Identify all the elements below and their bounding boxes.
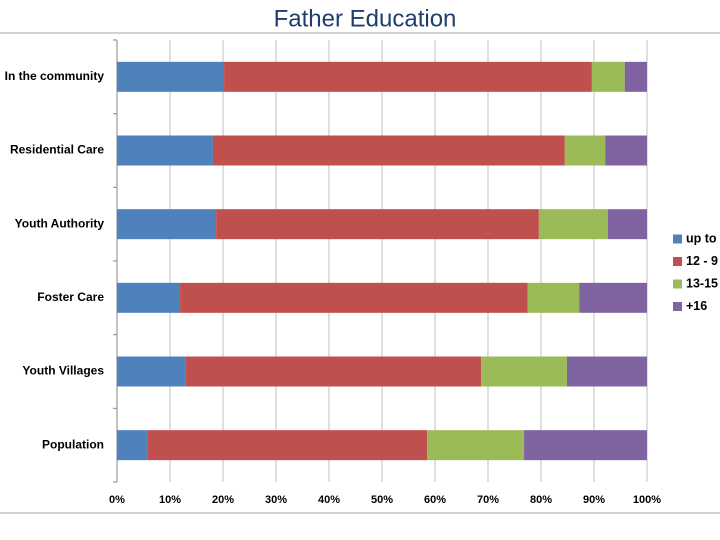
bar-segment [624, 61, 647, 92]
x-tick-label: 10% [159, 494, 181, 506]
y-tick-label: Youth Villages [22, 364, 104, 378]
chart-title: Father Education [274, 5, 457, 32]
bar-segment [117, 356, 186, 387]
bar-segment [117, 209, 217, 240]
y-tick-label: Residential Care [10, 143, 104, 157]
bar-segment [117, 430, 148, 461]
x-tick-label: 30% [265, 494, 287, 506]
bar-segment [117, 61, 225, 92]
y-tick-label: In the community [5, 69, 105, 83]
x-tick-label: 40% [318, 494, 340, 506]
bar-segment [564, 135, 606, 166]
bar-segment [212, 135, 565, 166]
legend-label: +16 [686, 299, 707, 313]
bar-segment [216, 209, 539, 240]
legend-label: up to [686, 231, 717, 245]
x-tick-label: 50% [371, 494, 393, 506]
y-tick-label: Youth Authority [15, 216, 105, 230]
bar-segment [224, 61, 592, 92]
bar-segment [591, 61, 625, 92]
x-tick-label: 80% [530, 494, 552, 506]
bar-segment [185, 356, 482, 387]
legend-label: 12 - 9 [686, 254, 718, 268]
bar-segment [427, 430, 525, 461]
legend-swatch [673, 257, 682, 266]
bar-segment [527, 282, 580, 313]
legend-swatch [673, 302, 682, 311]
bar-segment [117, 135, 213, 166]
bar-segment [607, 209, 647, 240]
bar-segment [579, 282, 647, 313]
bar-segment [117, 282, 181, 313]
bar-segment [566, 356, 647, 387]
bar-segment [180, 282, 528, 313]
legend-swatch [673, 234, 682, 244]
bar-segment [538, 209, 608, 240]
legend-swatch [673, 279, 682, 289]
x-tick-label: 60% [424, 494, 446, 506]
x-tick-label: 70% [477, 494, 499, 506]
x-tick-label: 20% [212, 494, 234, 506]
y-tick-label: Population [42, 437, 104, 451]
x-tick-label: 0% [109, 494, 125, 506]
y-tick-label: Foster Care [37, 290, 104, 304]
x-tick-label: 90% [583, 494, 605, 506]
bar-segment [481, 356, 567, 387]
x-tick-label: 100% [633, 494, 661, 506]
bar-segment [147, 430, 428, 461]
bar-segment [524, 430, 647, 461]
bar-segment [605, 135, 647, 166]
legend-label: 13-15 [686, 276, 718, 290]
